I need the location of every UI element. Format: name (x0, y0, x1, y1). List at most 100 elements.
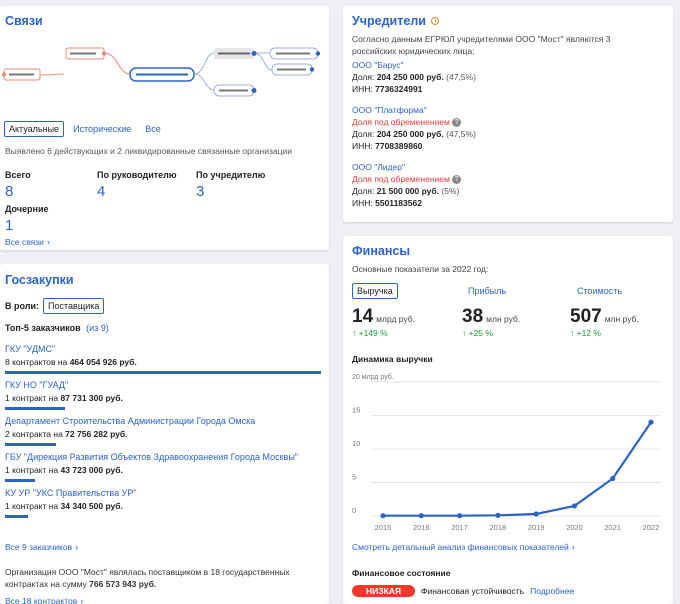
customer-name-link[interactable]: ГКУ "УДМС" (5, 344, 56, 354)
stat-by-director[interactable]: По руководителю 4 (97, 170, 177, 200)
founder-encumbrance: Доля под обременением ? (352, 173, 662, 185)
stat-subsidiaries[interactable]: Дочерние 1 (5, 204, 49, 234)
all-links-link[interactable]: Все связи › (5, 237, 50, 247)
customer-item: ГКУ НО "ГУАД" 1 контракт на 87 731 300 ру… (5, 380, 321, 410)
customer-name-link[interactable]: ГКУ НО "ГУАД" (5, 380, 69, 390)
help-icon[interactable]: ? (452, 118, 462, 128)
customer-prefix: 1 контракт на (5, 501, 59, 511)
y-unit-label: 20 млрд руб. (352, 373, 394, 381)
founders-header: Учредители (352, 14, 439, 28)
customer-share-bar (5, 443, 56, 446)
stat-subsidiaries-label: Дочерние (5, 204, 49, 214)
x-tick-label: 2018 (490, 523, 507, 532)
graph-node-center[interactable] (129, 67, 195, 82)
customer-detail: 1 контракт на 87 731 300 руб. (5, 393, 321, 403)
y-tick-label: 15 (352, 406, 360, 415)
data-point (610, 475, 616, 482)
revenue-chart: 20 млрд руб. 0 5 10 15 2015 2016 2017 2018 2019 20… (352, 373, 661, 532)
procurement-title: Госзакупки (5, 273, 74, 287)
customer-detail: 1 контракт на 43 723 000 руб. (5, 465, 321, 475)
x-tick-label: 2019 (528, 523, 545, 532)
data-point (418, 513, 424, 519)
links-graph[interactable] (0, 40, 329, 110)
links-title: Связи (5, 14, 43, 28)
role-badge[interactable]: Поставщика (43, 298, 105, 314)
y-tick-label: 5 (352, 473, 356, 482)
data-point (380, 513, 386, 519)
state-more-link[interactable]: Подробнее (530, 586, 575, 596)
founder-encumbrance: Доля под обременением ? (352, 116, 662, 128)
metric-profit-change: ↑ +25 % (462, 328, 493, 338)
stat-total[interactable]: Всего 8 (5, 170, 31, 200)
customer-name-link[interactable]: КУ УР "УКС Правительства УР" (5, 488, 137, 498)
all-customers-link[interactable]: Все 9 заказчиков › (5, 542, 78, 552)
x-tick-label: 2022 (643, 523, 660, 532)
inn-value: 5501183562 (375, 198, 422, 208)
all-customers-label: Все 9 заказчиков (5, 542, 73, 552)
stat-by-founder[interactable]: По учредителю 3 (196, 170, 265, 200)
links-card: Связи (0, 6, 329, 250)
stat-subsidiaries-value: 1 (5, 217, 14, 234)
founder-share: Доля: 21 500 000 руб. (5%) (352, 185, 662, 197)
all-contracts-label: Все 18 контрактов (5, 596, 78, 604)
tab-all[interactable]: Все (145, 124, 161, 134)
top-of-link[interactable]: (из 9) (86, 323, 109, 333)
help-icon[interactable]: ? (452, 175, 462, 185)
stat-by-director-value: 4 (97, 183, 106, 200)
customer-share-bar (5, 479, 35, 482)
inn-value: 7708389860 (375, 141, 423, 151)
customer-sum: 72 756 282 руб. (65, 429, 128, 439)
graph-node-right-top[interactable] (214, 48, 257, 59)
tab-historical[interactable]: Исторические (73, 124, 132, 134)
data-point (456, 513, 463, 519)
metric-tab-value[interactable]: Стоимость (577, 286, 623, 296)
metric-value-unit: млн руб. (604, 314, 639, 324)
stat-by-founder-value: 3 (196, 183, 205, 200)
customer-name-link[interactable]: ГБУ "Дирекция Развития Объектов Здравоох… (5, 452, 298, 462)
metric-value-change: ↑ +12 % (570, 328, 601, 338)
encumbrance-label: Доля под обременением (352, 117, 450, 127)
chart-title: Динамика выручки (352, 354, 433, 364)
founder-inn: ИНН: 7708389860 (352, 140, 662, 152)
series-line (383, 421, 652, 517)
state-text: Финансовая устойчивость (421, 586, 525, 596)
inn-value: 7736324991 (375, 84, 423, 94)
share-label: Доля: (352, 129, 375, 139)
graph-node-left-red[interactable] (1, 68, 41, 81)
chevron-right-icon: › (80, 596, 84, 604)
customer-item: ГБУ "Дирекция Развития Объектов Здравоох… (5, 452, 321, 482)
data-point (648, 419, 654, 425)
founder-name-link[interactable]: ООО "Барус" (352, 60, 404, 70)
stat-total-label: Всего (5, 170, 31, 180)
graph-node-far-top[interactable] (269, 47, 321, 60)
customer-item: ГКУ "УДМС" 8 контрактов на 464 054 926 ру… (5, 344, 321, 374)
graph-node-top-red[interactable] (65, 47, 107, 60)
x-tick-label: 2021 (604, 523, 621, 532)
metric-tab-profit[interactable]: Прибыль (468, 286, 507, 296)
customer-name-link[interactable]: Департамент Строительства Администрации … (5, 416, 256, 426)
founder-name-link[interactable]: ООО "Платформа" (352, 105, 427, 115)
founders-list: ООО "Барус" Доля: 204 250 000 руб. (47,5%… (352, 59, 662, 218)
graph-node-far-mid[interactable] (271, 63, 315, 76)
share-percent: (5%) (441, 186, 460, 196)
founder-name-link[interactable]: ООО "Лидер" (352, 162, 405, 172)
founders-title: Учредители (352, 14, 426, 28)
share-label: Доля: (352, 72, 375, 82)
share-amount: 204 250 000 руб. (376, 129, 444, 139)
state-badge: НИЗКАЯ (352, 585, 416, 597)
inn-label: ИНН: (352, 84, 373, 94)
tab-actual[interactable]: Актуальные (4, 121, 65, 137)
graph-node-right-mid[interactable] (213, 84, 257, 97)
stat-by-founder-label: По учредителю (196, 170, 266, 180)
customer-share-bar (5, 407, 66, 410)
finance-detail-link[interactable]: Смотреть детальный анализ финансовых пок… (352, 542, 575, 552)
customers-list: ГКУ "УДМС" 8 контрактов на 464 054 926 ру… (5, 338, 321, 518)
links-tabs: Актуальные Исторические Все (4, 121, 166, 137)
links-summary: Выявлено 6 действующих и 2 ликвидированн… (5, 146, 292, 156)
chevron-right-icon: › (571, 542, 575, 552)
procurement-footer-sum: 766 573 943 руб. (89, 579, 157, 589)
customer-share-bar (5, 371, 321, 374)
all-contracts-link[interactable]: Все 18 контрактов › (5, 596, 83, 604)
founder-inn: ИНН: 5501183562 (352, 197, 662, 209)
metric-tab-revenue[interactable]: Выручка (352, 283, 398, 299)
